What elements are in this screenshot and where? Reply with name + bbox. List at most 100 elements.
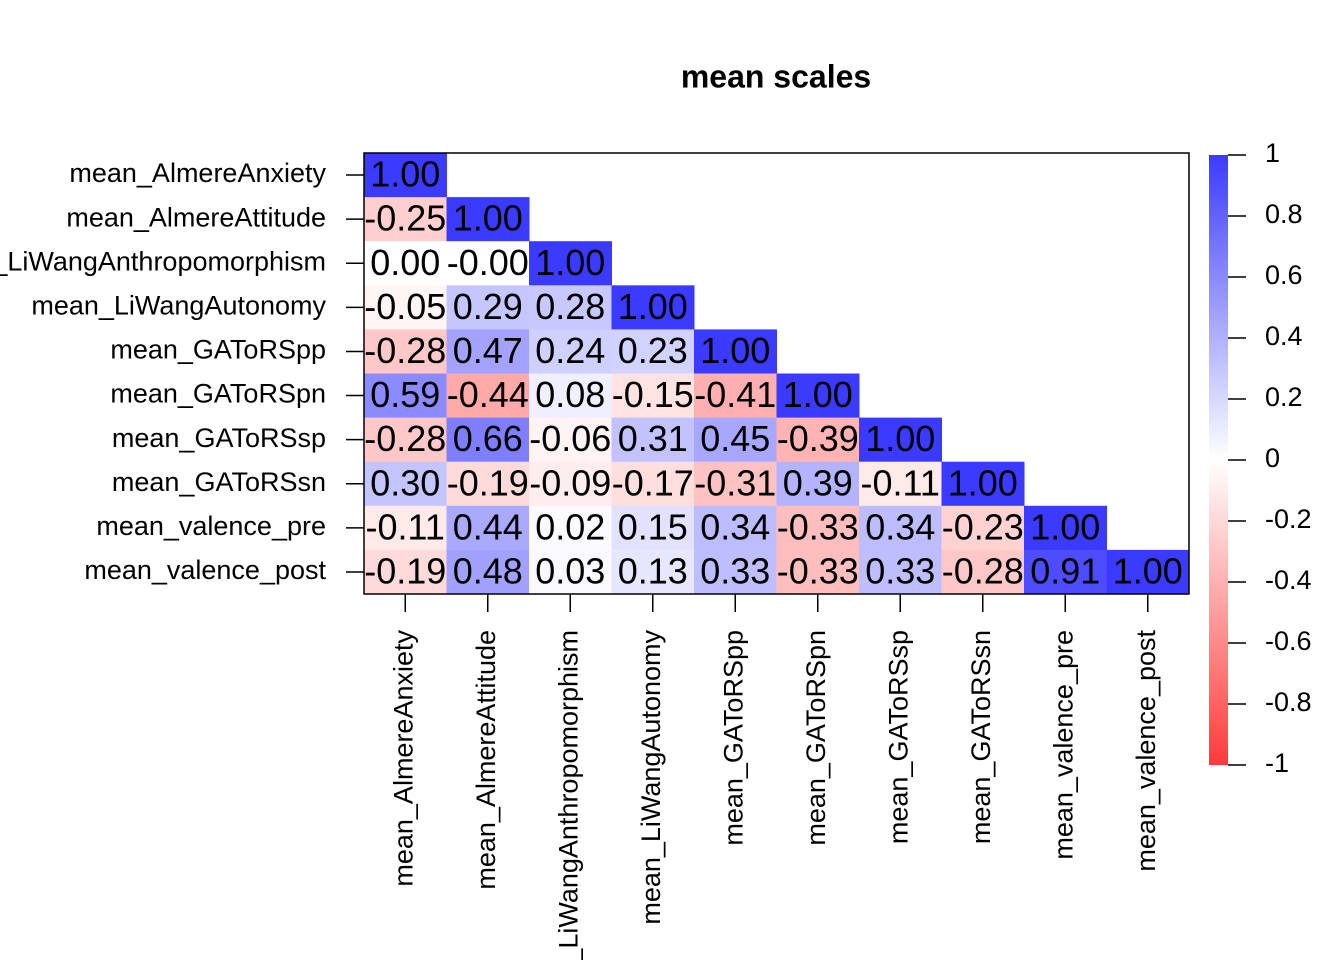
cell bbox=[776, 505, 860, 551]
x-tick-label: mean_GAToRSpn bbox=[801, 630, 831, 846]
cell bbox=[446, 329, 530, 374]
y-tick-label: mean_AlmereAttitude bbox=[66, 202, 326, 232]
y-tick-label: mean_valence_post bbox=[84, 555, 326, 585]
cell bbox=[529, 505, 612, 551]
cell-label: 0.08 bbox=[535, 374, 605, 415]
cell-label: -0.33 bbox=[777, 550, 859, 591]
cell-label: -0.44 bbox=[447, 374, 529, 415]
y-tick-label: mean_AlmereAnxiety bbox=[69, 158, 326, 188]
cell bbox=[529, 373, 612, 419]
cell bbox=[941, 505, 1025, 551]
cell bbox=[611, 329, 695, 374]
cell bbox=[364, 153, 447, 198]
cell-label: 0.31 bbox=[618, 418, 688, 459]
cell-label: 0.28 bbox=[535, 286, 605, 327]
cell-label: 0.34 bbox=[700, 506, 770, 547]
cell bbox=[859, 461, 942, 507]
colorbar-tick-label: 0.6 bbox=[1265, 260, 1303, 290]
cell bbox=[776, 373, 860, 419]
colorbar-tick-label: 1 bbox=[1265, 138, 1280, 168]
cell bbox=[364, 417, 447, 463]
x-tick-label: mean_LiWangAutonomy bbox=[636, 630, 666, 925]
cell-label: 0.91 bbox=[1030, 550, 1100, 591]
chart-title: mean scales bbox=[681, 58, 871, 94]
cell bbox=[694, 505, 777, 551]
x-tick-label: mean_AlmereAttitude bbox=[471, 630, 501, 890]
cell-label: 0.29 bbox=[453, 286, 523, 327]
cell-label: -0.09 bbox=[529, 462, 611, 503]
cell bbox=[1024, 549, 1107, 595]
y-tick-label: mean_GAToRSpn bbox=[110, 379, 326, 409]
cell bbox=[446, 197, 530, 242]
cell-label: -0.28 bbox=[942, 550, 1024, 591]
cell bbox=[364, 329, 447, 374]
cell-label: 0.45 bbox=[700, 418, 770, 459]
x-tick-label: mean_GAToRSpp bbox=[718, 630, 748, 846]
x-tick-label: mean_AlmereAnxiety bbox=[388, 630, 418, 887]
cell-label: -0.19 bbox=[447, 462, 529, 503]
cell-label: -0.19 bbox=[364, 550, 446, 591]
cell bbox=[611, 461, 695, 507]
y-tick-label: mean_GAToRSsp bbox=[112, 423, 326, 453]
cell-label: 0.13 bbox=[618, 550, 688, 591]
colorbar-tick-label: -0.6 bbox=[1265, 626, 1312, 656]
x-tick-label: mean_valence_post bbox=[1131, 630, 1161, 872]
cell-label: -0.39 bbox=[777, 418, 859, 459]
colorbar-tick-label: -0.4 bbox=[1265, 565, 1312, 595]
cell-label: 0.66 bbox=[453, 418, 523, 459]
cell-label: 1.00 bbox=[1113, 550, 1183, 591]
cell bbox=[776, 461, 860, 507]
cell bbox=[859, 505, 942, 551]
cell-label: -0.33 bbox=[777, 506, 859, 547]
colorbar-tick-label: 0.8 bbox=[1265, 199, 1303, 229]
cell bbox=[446, 461, 530, 507]
plot-border bbox=[363, 152, 1190, 595]
cell bbox=[364, 241, 447, 286]
colorbar-tick-label: -0.8 bbox=[1265, 687, 1312, 717]
y-tick-label: mean_GAToRSpp bbox=[110, 335, 326, 365]
cell bbox=[611, 373, 695, 419]
y-tick-label: mean_GAToRSsn bbox=[112, 467, 326, 497]
cell-label: 0.44 bbox=[453, 506, 523, 547]
colorbar-tick-label: -1 bbox=[1265, 748, 1289, 778]
cell bbox=[1024, 505, 1107, 551]
cell bbox=[694, 373, 777, 419]
cell-label: -0.31 bbox=[694, 462, 776, 503]
cell-label: 0.30 bbox=[370, 462, 440, 503]
cell-label: 0.47 bbox=[453, 330, 523, 371]
cell-label: -0.25 bbox=[364, 198, 446, 239]
x-tick-label: mean_LiWangAnthropomorphism bbox=[553, 630, 583, 960]
cell-label: -0.28 bbox=[364, 418, 446, 459]
cell bbox=[364, 197, 447, 242]
cell bbox=[529, 241, 612, 286]
cell-label: 0.33 bbox=[700, 550, 770, 591]
x-tick-label: mean_valence_pre bbox=[1048, 630, 1078, 860]
cell bbox=[859, 549, 942, 595]
cell bbox=[364, 505, 447, 551]
cell bbox=[1106, 549, 1190, 595]
cell-label: -0.41 bbox=[694, 374, 776, 415]
cell-label: -0.06 bbox=[529, 418, 611, 459]
cell-label: 1.00 bbox=[1030, 506, 1100, 547]
y-tick-label: mean_LiWangAnthropomorphism bbox=[0, 246, 326, 276]
cell bbox=[446, 549, 530, 595]
x-tick-label: mean_GAToRSsp bbox=[883, 630, 913, 844]
cell-label: 0.03 bbox=[535, 550, 605, 591]
cell-label: -0.15 bbox=[612, 374, 694, 415]
cell-label: -0.05 bbox=[364, 286, 446, 327]
cell bbox=[941, 549, 1025, 595]
cell bbox=[859, 417, 942, 463]
cell bbox=[529, 329, 612, 374]
cell-label: 1.00 bbox=[618, 286, 688, 327]
cell-label: 1.00 bbox=[453, 198, 523, 239]
cell bbox=[446, 373, 530, 419]
cell bbox=[364, 549, 447, 595]
cell bbox=[529, 285, 612, 330]
cell bbox=[529, 549, 612, 595]
cell bbox=[529, 461, 612, 507]
colorbar-tick-label: 0.2 bbox=[1265, 382, 1303, 412]
cell bbox=[776, 417, 860, 463]
cell-label: 1.00 bbox=[948, 462, 1018, 503]
